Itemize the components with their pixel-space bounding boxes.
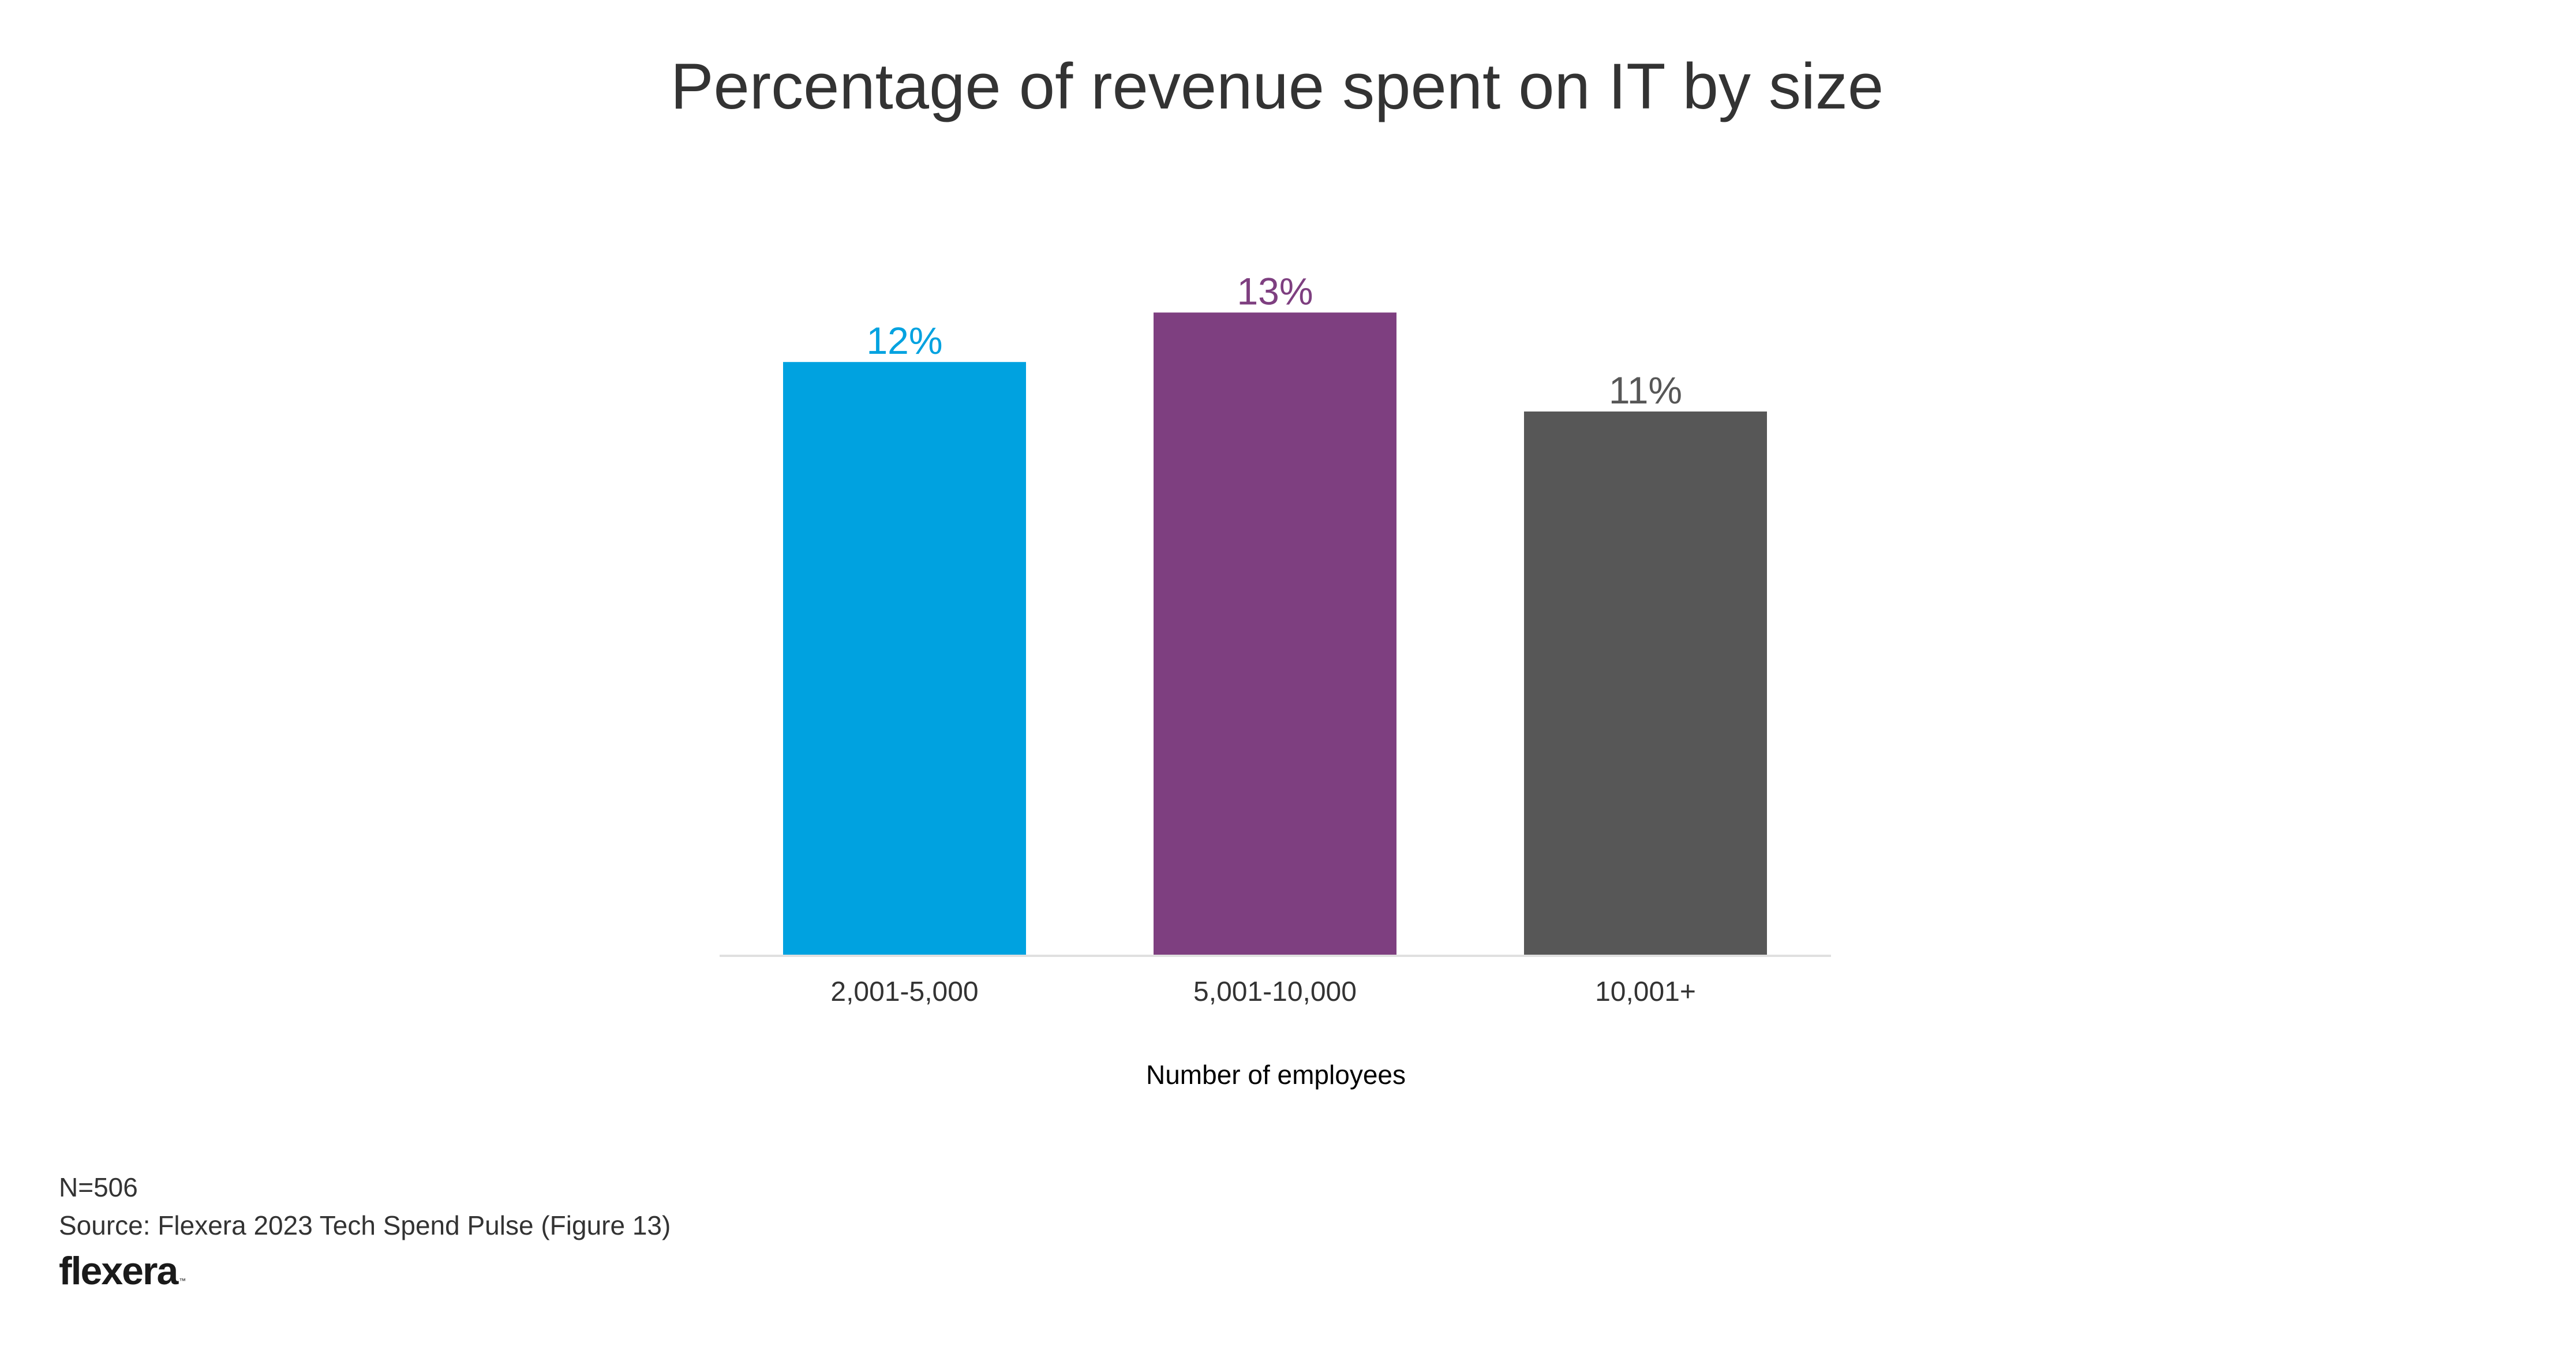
x-tick-labels: 2,001-5,000 5,001-10,000 10,001+ — [830, 977, 1696, 1007]
value-label-1: 12% — [866, 319, 942, 362]
value-label-2: 13% — [1237, 270, 1313, 312]
source-note: Source: Flexera 2023 Tech Spend Pulse (F… — [59, 1210, 671, 1240]
x-tick-label-1: 2,001-5,000 — [830, 977, 978, 1007]
bars-group: 12% 13% 11% — [783, 270, 1767, 956]
bar-2 — [1154, 312, 1396, 956]
x-tick-label-2: 5,001-10,000 — [1193, 977, 1357, 1007]
logo-wordmark: flexera — [59, 1249, 178, 1293]
bar-1 — [783, 362, 1026, 956]
bar-3 — [1524, 411, 1767, 956]
flexera-logo: flexera ™ — [59, 1251, 671, 1291]
value-label-3: 11% — [1609, 369, 1682, 412]
trademark-symbol: ™ — [179, 1277, 186, 1285]
footer: N=506 Source: Flexera 2023 Tech Spend Pu… — [59, 1168, 671, 1291]
sample-size-note: N=506 — [59, 1172, 138, 1202]
x-axis-title: Number of employees — [1146, 1060, 1406, 1090]
x-tick-label-3: 10,001+ — [1595, 977, 1696, 1007]
x-axis-line — [720, 955, 1831, 957]
chart-title: Percentage of revenue spent on IT by siz… — [671, 50, 1884, 122]
